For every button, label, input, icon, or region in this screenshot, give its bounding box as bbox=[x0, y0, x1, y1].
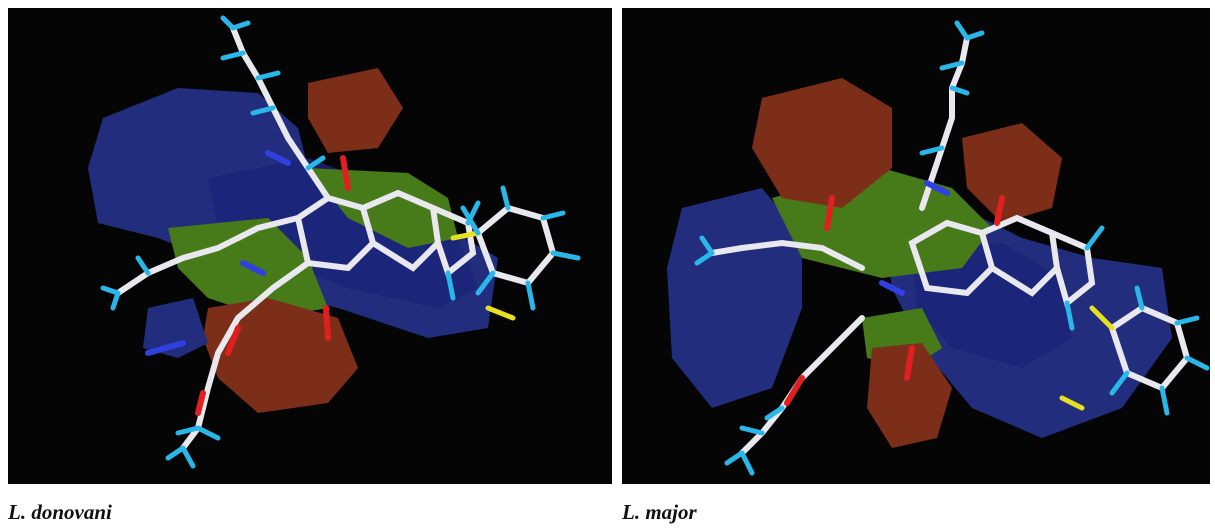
molecule-sticks bbox=[100, 15, 581, 469]
blue-contour-core bbox=[912, 243, 1072, 368]
oxygen-bonds bbox=[784, 195, 1005, 406]
contour-surfaces bbox=[88, 68, 498, 413]
oxygen-bonds bbox=[195, 155, 351, 416]
chain-left bbox=[115, 215, 301, 296]
blue-contour-core bbox=[208, 158, 478, 308]
hydrogen-bonds bbox=[100, 15, 581, 469]
ring-bonds bbox=[908, 214, 1096, 309]
caption-donovani: L. donovani bbox=[8, 500, 112, 524]
sulfur-bonds bbox=[450, 230, 516, 321]
molecule-panel-major bbox=[622, 8, 1210, 484]
molecule-panel-donovani bbox=[8, 8, 612, 484]
hydrogen-bonds bbox=[694, 20, 1210, 476]
chain-left bbox=[709, 239, 865, 271]
red-contour-bottom bbox=[867, 343, 952, 448]
blue-contour-left bbox=[667, 188, 802, 408]
blue-contour bbox=[88, 88, 498, 338]
contour-map-major bbox=[667, 20, 1210, 476]
red-contour-bottom bbox=[203, 298, 358, 413]
red-contour-top-left bbox=[752, 78, 892, 208]
nitrogen-bonds bbox=[145, 150, 291, 356]
blue-contour-left bbox=[143, 298, 208, 358]
molecule-sticks bbox=[694, 20, 1210, 476]
caption-major: L. major bbox=[622, 500, 697, 524]
red-contour-top bbox=[308, 68, 403, 153]
contour-map-donovani bbox=[88, 15, 581, 469]
sulfur-bonds bbox=[1059, 305, 1115, 411]
nitrogen-bonds bbox=[879, 180, 950, 296]
red-contour-top-right bbox=[962, 123, 1062, 223]
